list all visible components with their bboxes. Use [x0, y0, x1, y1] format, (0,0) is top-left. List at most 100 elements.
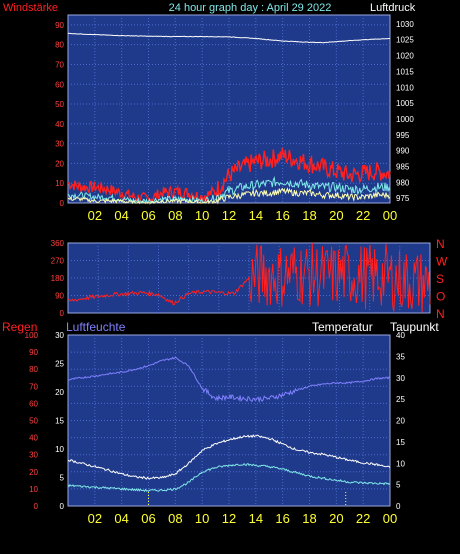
wind-strength-axis: 0 10 20 30 40 50 60 70 80 90 [55, 21, 64, 208]
hour-tick-label: 18 [302, 208, 316, 223]
series-line-white [67, 32, 390, 44]
tick-label: 15 [55, 417, 64, 426]
hour-tick-label: 08 [168, 208, 182, 223]
hour-tick-label: 10 [195, 511, 209, 526]
climate-plot-area [67, 334, 391, 507]
tick-label: 10 [396, 459, 405, 468]
tick-label: 1020 [396, 52, 414, 61]
hour-tick-label: 14 [249, 208, 263, 223]
tick-label: 70 [29, 382, 38, 391]
tick-label: 50 [29, 417, 38, 426]
wind-pressure-hour-axis: 02 04 06 08 10 12 14 16 18 20 22 00 [88, 208, 398, 223]
series-line-light_yellow [67, 187, 391, 205]
tick-label: 10 [29, 485, 38, 494]
climate-markers [148, 492, 347, 506]
hour-tick-label: 04 [114, 208, 128, 223]
tick-label: 90 [55, 21, 64, 30]
hour-tick-label: 16 [275, 208, 289, 223]
series-line-red [68, 242, 431, 313]
hour-tick-label: 02 [88, 208, 102, 223]
tick-label: 1010 [396, 83, 414, 92]
temperature-label: Temperatur [312, 320, 373, 334]
compass-tick-label: S [436, 272, 444, 286]
tick-label: 1005 [396, 99, 414, 108]
tick-label: 40 [29, 434, 38, 443]
series-line-blue_line [67, 356, 391, 404]
tick-label: 80 [55, 41, 64, 50]
tick-label: 270 [51, 257, 65, 266]
tick-label: 980 [396, 178, 410, 187]
tick-label: 5 [60, 474, 65, 483]
tick-label: 1030 [396, 20, 414, 29]
tick-label: 90 [55, 292, 64, 301]
tick-label: 100 [25, 331, 39, 340]
hour-tick-label: 12 [222, 511, 236, 526]
tick-label: 15 [396, 438, 405, 447]
series-line-red [67, 147, 391, 206]
tick-label: 30 [29, 451, 38, 460]
hour-tick-label: 20 [329, 208, 343, 223]
tick-label: 1015 [396, 67, 414, 76]
tick-label: 60 [55, 80, 64, 89]
air-pressure-label: Luftdruck [370, 2, 416, 14]
rain-humidity-temperature-panel: 0 10 20 30 40 50 60 70 80 90 100 0 5 10 15 20 25 30 0 5 10… [25, 331, 406, 526]
humidity-label: Luftfeuchte [66, 320, 126, 334]
tick-label: 90 [29, 348, 38, 357]
wind-pressure-series [67, 32, 391, 206]
compass-tick-label: W [436, 255, 448, 269]
tick-label: 0 [60, 309, 65, 318]
dewpoint-label: Taupunkt [390, 320, 439, 334]
tick-label: 30 [55, 331, 64, 340]
tick-label: 20 [55, 159, 64, 168]
hour-tick-label: 06 [141, 511, 155, 526]
tick-label: 5 [396, 481, 401, 490]
hour-tick-label: 22 [356, 511, 370, 526]
hour-tick-label: 20 [329, 511, 343, 526]
hour-tick-label: 16 [275, 511, 289, 526]
tick-label: 30 [396, 374, 405, 383]
tick-label: 50 [55, 100, 64, 109]
compass-tick-label: N [436, 307, 445, 321]
hour-tick-label: 18 [302, 511, 316, 526]
tick-label: 0 [60, 502, 65, 511]
series-line-cyan [67, 462, 391, 493]
hour-tick-label: 06 [141, 208, 155, 223]
humidity-axis: 0 5 10 15 20 25 30 [55, 331, 64, 511]
tick-label: 20 [55, 388, 64, 397]
tick-label: 25 [55, 360, 64, 369]
tick-label: 25 [396, 395, 405, 404]
tick-label: 360 [51, 239, 65, 248]
tick-label: 70 [55, 60, 64, 69]
tick-label: 35 [396, 352, 405, 361]
hour-tick-label: 22 [356, 208, 370, 223]
wind-direction-series [68, 242, 431, 313]
tick-label: 1000 [396, 115, 414, 124]
tick-label: 180 [51, 274, 65, 283]
compass-tick-label: O [436, 290, 445, 304]
tick-label: 0 [396, 502, 401, 511]
wind-strength-label: Windstärke [3, 2, 58, 14]
hour-tick-label: 00 [383, 208, 397, 223]
chart-title: 24 hour graph day : April 29 2022 [169, 2, 332, 14]
rain-label: Regen [2, 320, 37, 334]
tick-label: 40 [55, 120, 64, 129]
tick-label: 0 [34, 502, 39, 511]
tick-label: 30 [55, 140, 64, 149]
hour-tick-label: 10 [195, 208, 209, 223]
tick-label: 995 [396, 131, 410, 140]
hour-tick-label: 02 [88, 511, 102, 526]
direction-degree-axis: 0 90 180 270 360 [51, 239, 65, 318]
compass-tick-label: N [436, 237, 445, 251]
tick-label: 0 [60, 199, 65, 208]
hour-tick-label: 14 [249, 511, 263, 526]
tick-label: 40 [396, 331, 405, 340]
tick-label: 20 [396, 417, 405, 426]
pressure-axis: 975 980 985 990 995 1000 1005 1010 1015 1020 1025 1… [396, 20, 414, 203]
tick-label: 20 [29, 468, 38, 477]
hour-tick-label: 04 [114, 511, 128, 526]
climate-hour-axis: 02 04 06 08 10 12 14 16 18 20 22 00 [88, 511, 398, 526]
tick-label: 990 [396, 147, 410, 156]
